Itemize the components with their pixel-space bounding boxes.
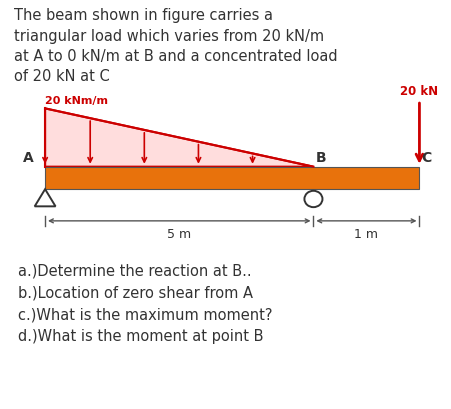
Circle shape [304, 191, 322, 207]
Text: 20 kNm/m: 20 kNm/m [45, 97, 108, 106]
Text: a.)Determine the reaction at B..
b.)Location of zero shear from A
c.)What is the: a.)Determine the reaction at B.. b.)Loca… [18, 264, 272, 344]
Text: 5 m: 5 m [167, 228, 191, 241]
Text: A: A [23, 151, 34, 165]
Text: C: C [422, 151, 432, 165]
Text: B: B [316, 151, 327, 165]
Text: 1 m: 1 m [354, 228, 378, 241]
Polygon shape [45, 108, 313, 167]
Bar [45, 167, 419, 189]
Text: The beam shown in figure carries a
triangular load which varies from 20 kN/m
at : The beam shown in figure carries a trian… [14, 8, 337, 84]
Text: 20 kN: 20 kN [400, 85, 438, 98]
Polygon shape [35, 189, 55, 206]
